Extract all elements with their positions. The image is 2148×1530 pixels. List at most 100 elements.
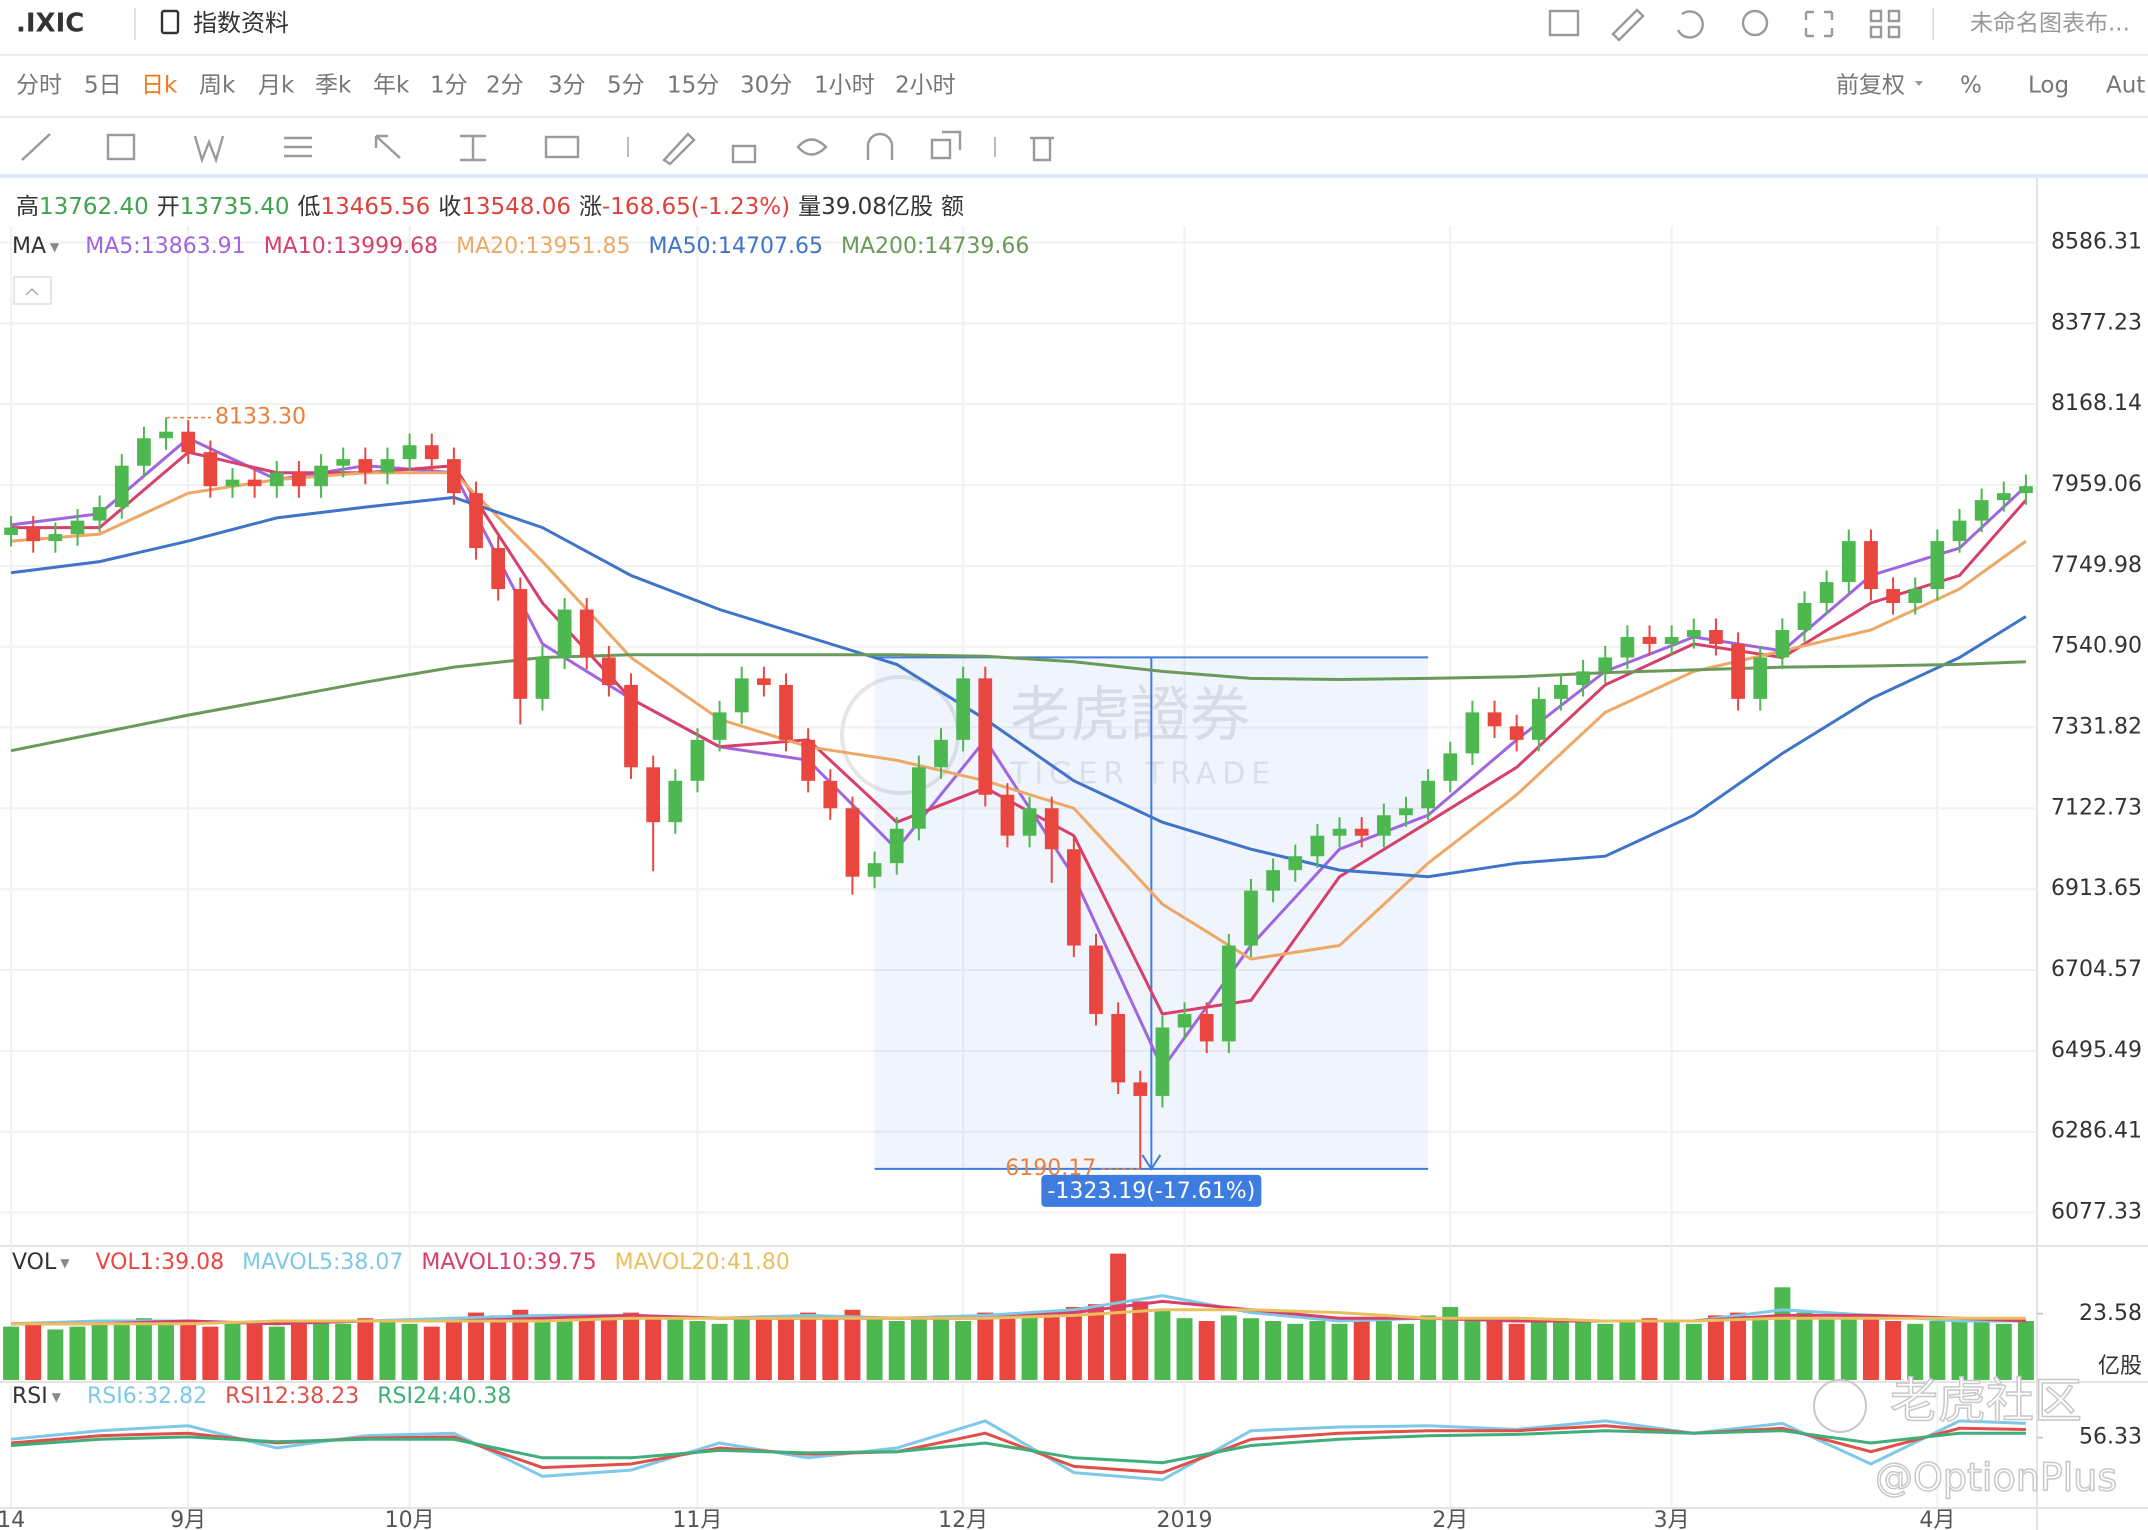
candle-body — [1620, 636, 1635, 658]
symbol[interactable]: .IXIC — [16, 9, 84, 39]
volume-bar — [1065, 1306, 1082, 1380]
candle-body — [1509, 726, 1524, 740]
candle-body — [137, 438, 151, 466]
icon[interactable] — [1804, 10, 1834, 38]
volume-bar — [1995, 1323, 2012, 1380]
volume-bar — [1885, 1321, 1902, 1380]
toolbar-button[interactable]: % — [1960, 73, 1982, 99]
legend: RSI ▼ RSI6:32.82 RSI12:38.23 RSI24:40.38 — [12, 1384, 511, 1409]
icon[interactable] — [1548, 9, 1580, 37]
icon[interactable] — [1741, 9, 1769, 37]
period-button[interactable]: 15分 — [667, 73, 719, 99]
period-button[interactable]: 周k — [199, 73, 236, 99]
volume-bar — [556, 1321, 573, 1380]
icon[interactable] — [106, 133, 136, 161]
layout-name[interactable]: 未命名图表布... — [1970, 11, 2130, 37]
period-button[interactable]: 2分 — [486, 73, 524, 99]
legend-entry: RSI24:40.38 — [377, 1384, 511, 1409]
y-tick-label: 8586.31 — [2051, 230, 2142, 255]
period-button[interactable]: 1小时 — [814, 73, 875, 99]
icon[interactable] — [930, 130, 962, 160]
volume-bar — [1420, 1315, 1437, 1380]
info-button[interactable]: 指数资料 — [193, 9, 289, 37]
info-icon[interactable] — [160, 9, 180, 35]
candle-body — [845, 808, 860, 877]
icon[interactable] — [1030, 136, 1054, 162]
period-button[interactable]: 5分 — [607, 73, 645, 99]
icon[interactable] — [866, 132, 894, 160]
candle-body — [823, 780, 838, 809]
icon[interactable] — [544, 135, 580, 159]
period-button[interactable]: 30分 — [740, 73, 792, 99]
volume-bar — [1243, 1318, 1259, 1380]
icon[interactable] — [284, 136, 312, 158]
candle-body — [734, 678, 749, 713]
x-tick-label: 10月 — [385, 1508, 435, 1530]
candle-body — [1487, 712, 1502, 727]
candle-body — [203, 452, 218, 487]
toolbar-button[interactable]: Log — [2028, 73, 2069, 99]
drawing-tools[interactable] — [21, 130, 1054, 166]
icon[interactable] — [21, 133, 51, 161]
candle-body — [779, 684, 793, 740]
icon[interactable] — [1611, 8, 1645, 42]
candle-body — [1775, 630, 1790, 658]
candle-body — [934, 739, 948, 768]
volume-bar — [578, 1315, 595, 1380]
legend-entry: MAVOL10:39.75 — [421, 1250, 596, 1275]
toolbar-button[interactable]: Aut — [2106, 73, 2145, 99]
panel-label[interactable]: RSI — [12, 1384, 48, 1409]
volume-bar — [977, 1312, 994, 1380]
period-button[interactable]: 分时 — [16, 73, 62, 99]
panel-label[interactable]: MA — [12, 234, 46, 259]
period-button[interactable]: 2小时 — [895, 73, 956, 99]
legend-entry: RSI12:38.23 — [225, 1384, 359, 1409]
candle-body — [1000, 794, 1015, 836]
icon[interactable] — [193, 135, 225, 164]
candle-body — [1399, 808, 1413, 816]
volume-bar — [1685, 1323, 1702, 1380]
candle-body — [867, 863, 882, 877]
volume-bar — [1043, 1312, 1060, 1380]
period-button[interactable]: 3分 — [548, 73, 586, 99]
top-icons[interactable] — [1548, 8, 1901, 42]
candle-body — [1753, 657, 1768, 699]
y-tick-label: 7122.73 — [2051, 795, 2142, 820]
icon[interactable] — [796, 138, 828, 156]
period-button[interactable]: 5日 — [84, 73, 122, 99]
volume-bar — [689, 1321, 706, 1380]
period-button[interactable]: 1分 — [430, 73, 468, 99]
candle-body — [70, 520, 85, 535]
volume-bar — [1331, 1323, 1348, 1380]
period-button[interactable]: 季k — [315, 73, 352, 99]
candle-body — [358, 459, 373, 473]
candle-body — [1421, 780, 1435, 809]
icon[interactable] — [1869, 9, 1901, 39]
icon[interactable] — [731, 144, 757, 164]
icon[interactable] — [662, 132, 696, 166]
indicator-line — [11, 1308, 2026, 1326]
candle-body — [1531, 698, 1546, 740]
period-button[interactable]: 月k — [258, 73, 295, 99]
period-button[interactable]: 日k — [141, 73, 178, 99]
icon[interactable] — [1676, 10, 1704, 39]
volume-bar — [357, 1318, 374, 1380]
volume-bar — [468, 1312, 485, 1380]
toolbar-button[interactable]: 前复权 — [1836, 73, 1905, 99]
candle-body — [4, 527, 18, 535]
y-tick-label: 7540.90 — [2051, 634, 2142, 659]
quote-value: 39.08亿股 — [821, 194, 933, 220]
candle-body — [269, 472, 284, 487]
icon[interactable] — [374, 134, 401, 159]
legend-entry: VOL1:39.08 — [95, 1250, 224, 1275]
panel-label[interactable]: VOL — [12, 1250, 57, 1275]
y-tick-label: 7749.98 — [2051, 553, 2142, 578]
period-bar: 分时 5日 日k 周k 月k 季k 年k 1分 2分 3分 5分 15分 30分 1小时 2小时 前复权% Lo… — [16, 73, 2145, 99]
icon[interactable] — [460, 134, 486, 162]
volume-bar — [1309, 1321, 1326, 1380]
volume-bar — [645, 1315, 662, 1380]
indicator-line — [10, 653, 2026, 753]
quote-label: 低 — [298, 194, 321, 220]
period-button[interactable]: 年k — [373, 73, 410, 99]
